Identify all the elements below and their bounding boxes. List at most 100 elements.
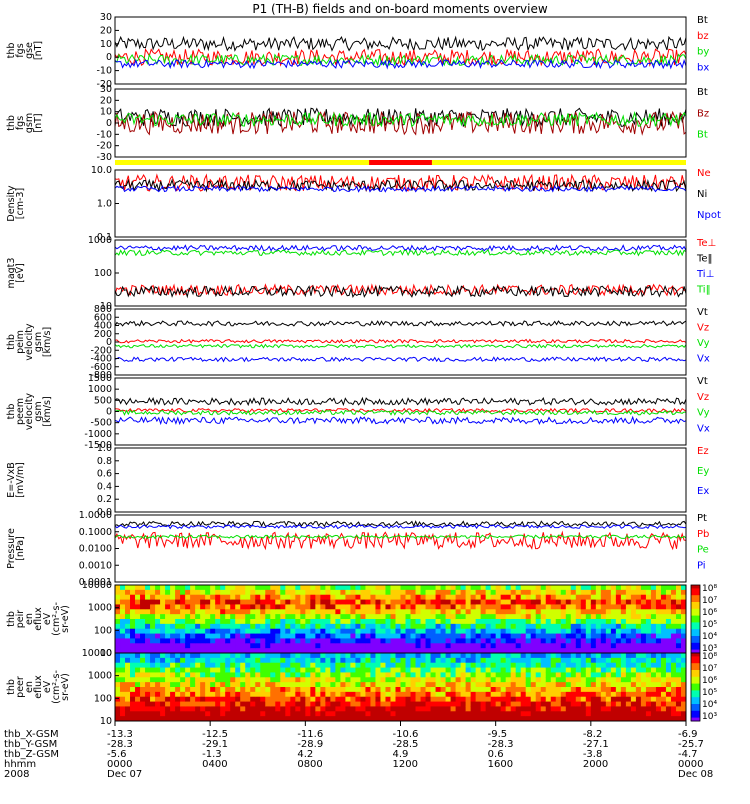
spectrogram-cell [380,672,386,678]
spectrogram-cell [530,589,537,596]
spectrogram-cell [590,662,597,669]
footer-value: -27.1 [583,739,609,750]
spectrogram-cell [680,696,687,703]
spectrogram-cell [540,614,547,620]
spectrogram-cell [670,716,677,722]
spectrogram-cell [540,696,547,703]
spectrogram-cell [125,619,131,625]
spectrogram-cell [245,648,251,654]
spectrogram-cell [350,609,356,615]
spectrogram-cell [235,623,241,630]
spectrogram-cell [245,599,251,605]
spectrogram-cell [605,682,612,688]
spectrogram-cell [205,711,211,717]
spectrogram-cell [660,691,667,698]
spectrogram-cell [335,687,341,693]
spectrogram-cell [535,711,542,717]
spectrogram-cell [525,628,532,635]
spectrogram-cell [400,628,407,635]
spectrogram-cell [600,628,607,635]
spectrogram-cell [215,585,221,591]
spectrogram-cell [500,706,507,712]
legend-label: Vy [697,408,710,419]
spectrogram-cell [540,667,547,673]
spectrogram-cell [680,604,687,610]
spectrogram-cell [295,691,301,698]
spectrogram-cell [670,682,677,688]
spectrogram-cell [585,599,592,605]
spectrogram-cell [160,682,166,688]
spectrogram-cell [185,706,191,712]
spectrogram-cell [510,633,517,639]
spectrogram-cell [225,594,231,601]
spectrogram-cell [595,599,602,605]
spectrogram-cell [280,687,286,693]
spectrogram-cell [235,706,241,712]
spectrogram-cell [360,711,366,717]
spectrogram-cell [610,691,617,698]
spectrogram-cell [345,619,351,625]
spectrogram-cell [300,643,306,649]
spectrogram-cell [670,662,677,669]
spectrogram-cell [455,619,462,625]
spectrogram-cell [300,657,306,664]
spectrogram-cell [410,682,417,688]
spectrogram-cell [380,623,386,630]
spectrogram-cell [275,696,281,703]
spectrogram-cell [430,672,437,678]
spectrogram-cell [675,594,682,601]
spectrogram-cell [135,711,141,717]
spectrogram-cell [640,667,647,673]
spectrogram-cell [180,623,186,630]
spectrogram-cell [415,653,422,659]
spectrogram-cell [250,638,256,644]
spectrogram-cell [590,711,597,717]
spectrogram-cell [250,691,256,698]
spectrogram-cell [115,696,121,703]
spectrogram-cell [385,696,391,703]
spectrogram-cell [330,682,336,688]
spectrogram-cell [460,653,467,659]
spectrogram-cell [130,716,136,722]
spectrogram-cell [665,672,672,678]
spectrogram-cell [125,594,131,601]
spectrogram-cell [525,643,532,649]
spectrogram-cell [335,619,341,625]
spectrogram-cell [665,633,672,639]
spectrogram-cell [670,687,677,693]
spectrogram-cell [250,619,256,625]
spectrogram-cell [570,687,577,693]
spectrogram-cell [430,711,437,717]
spectrogram-cell [410,609,417,615]
spectrogram-cell [380,633,386,639]
spectrogram-cell [585,696,592,703]
footer-value: -25.7 [678,739,704,750]
spectrogram-cell [250,677,256,683]
spectrogram-cell [500,648,507,654]
spectrogram-cell [300,638,306,644]
spectrogram-cell [485,614,492,620]
spectrogram-cell [400,589,407,596]
spectrogram-cell [200,609,206,615]
spectrogram-cell [500,628,507,635]
spectrogram-cell [180,619,186,625]
spectrogram-cell [625,594,632,601]
spectrogram-cell [410,643,417,649]
spectrogram-cell [430,599,437,605]
spectrogram-cell [235,691,241,698]
spectrogram-cell [250,701,256,707]
spectrogram-cell [245,643,251,649]
spectrogram-cell [575,682,582,688]
spectrogram-cell [220,716,226,722]
spectrogram-cell [555,633,562,639]
colorbar-label: 10³ [702,712,717,722]
spectrogram-cell [465,662,472,669]
spectrogram-cell [220,696,226,703]
legend-label: Vx [697,423,710,434]
spectrogram-cell [680,619,687,625]
spectrogram-cell [450,682,457,688]
spectrogram-cell [540,623,547,630]
spectrogram-cell [225,701,231,707]
spectrogram-cell [545,687,552,693]
spectrogram-cell [340,638,346,644]
